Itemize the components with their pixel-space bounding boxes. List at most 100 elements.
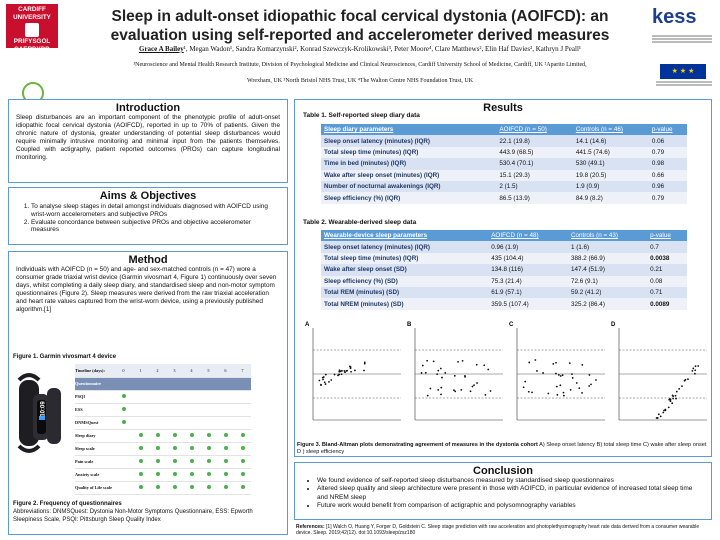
scatter-point	[340, 373, 343, 376]
scatter-point	[349, 367, 352, 370]
table-row: Total REM (minutes) (SD) 61.9 (57.1) 59.2 …	[321, 286, 687, 299]
table-row: Sleep onset latency (minutes) (IQR) 22.1 …	[321, 135, 687, 147]
bland-altman-plot: C	[509, 322, 605, 421]
scatter-point	[460, 389, 463, 391]
questionnaire-name: DNMSQuest	[75, 416, 115, 430]
scatter-point	[453, 389, 455, 392]
scatter-point	[444, 371, 447, 374]
completion-dot	[223, 433, 228, 437]
completion-dot	[155, 485, 160, 489]
scatter-point	[346, 369, 349, 372]
sleep-diary-table: Sleep diary parameters AOIFCD (n = 50) Con…	[321, 124, 687, 204]
scatter-point	[363, 361, 366, 364]
scatter-point	[552, 363, 555, 365]
table-cell: Total sleep time (minutes) (IQR)	[321, 146, 497, 159]
table-row: Sleep efficiency (%) (SD) 75.3 (21.4) 72.6…	[321, 275, 687, 287]
scatter-point	[343, 370, 346, 372]
scatter-point	[338, 369, 341, 372]
figure-2-caption: Figure 2. Frequency of questionnaires	[13, 501, 122, 507]
table-cell: Sleep onset latency (minutes) (IQR)	[321, 135, 497, 147]
scatter-point	[454, 390, 457, 393]
conclusion-item: We found evidence of self-reported sleep…	[317, 477, 701, 485]
table-row: Total NREM (minutes) (SD) 359.5 (107.4) 32…	[321, 298, 687, 310]
aims-section: Aims & Objectives To analyse sleep stage…	[8, 187, 288, 245]
scatter-point	[562, 391, 565, 394]
scatter-point	[323, 381, 326, 384]
crest-icon	[25, 23, 39, 37]
conclusion-section: Conclusion We found evidence of self-rep…	[294, 462, 712, 520]
table-cell: 325.2 (86.4)	[567, 298, 648, 310]
scatter-point	[320, 384, 322, 386]
questionnaire-name: Sleep scale	[75, 442, 115, 456]
garmin-watch-image: 10:09	[13, 370, 69, 456]
table-cell: 72.6 (9.1)	[567, 275, 648, 287]
figure-2-abbreviations: Abbreviations: DNMSQuest: Dystonia Non-M…	[13, 509, 253, 523]
kess-tagline	[652, 34, 712, 44]
table-cell: 441.5 (74.6)	[572, 146, 649, 159]
scatter-point	[487, 368, 490, 371]
scatter-point	[588, 374, 591, 376]
conclusion-heading: Conclusion	[473, 465, 533, 477]
completion-dot	[240, 485, 245, 489]
scatter-point	[581, 392, 583, 394]
plot-letter: A	[305, 322, 310, 328]
table-cell: 86.5 (13.9)	[496, 192, 573, 204]
completion-dot	[121, 420, 126, 424]
scatter-point	[694, 372, 696, 375]
questionnaire-name: PSQI	[75, 390, 115, 404]
table-cell: Number of nocturnal awakenings (IQR)	[321, 180, 497, 193]
plot-letter: B	[407, 322, 412, 328]
scatter-point	[527, 390, 530, 393]
table-row: Number of nocturnal awakenings (IQR) 2 (1…	[321, 180, 687, 193]
scatter-point	[674, 394, 677, 397]
scatter-point	[547, 392, 550, 395]
table-header-cell: Controls (n = 46)	[572, 124, 649, 136]
wearable-data-table: Wearable-device sleep parameters AOIFCD (…	[321, 230, 687, 310]
completion-dot	[172, 472, 177, 476]
references: References: [1] Walch O, Huang Y, Forger…	[296, 524, 700, 537]
scatter-point	[557, 374, 560, 376]
scatter-point	[562, 394, 565, 397]
scatter-point	[324, 373, 327, 376]
aims-list: To analyse sleep stages in detail amongs…	[9, 202, 287, 234]
scatter-point	[675, 390, 678, 393]
scatter-point	[426, 359, 429, 362]
scatter-point	[476, 382, 478, 384]
introduction-section: Introduction Sleep disturbances are an i…	[8, 99, 288, 183]
scatter-point	[675, 397, 677, 400]
method-heading: Method	[128, 254, 168, 266]
completion-dot	[223, 446, 228, 450]
scatter-point	[671, 394, 674, 397]
bland-altman-plots: A B C D	[303, 320, 707, 432]
table-cell: 19.8 (20.5)	[572, 169, 649, 181]
table-cell: 0.96	[648, 180, 687, 193]
plot-letter: D	[611, 322, 616, 328]
completion-dot	[223, 472, 228, 476]
day-label: 0	[115, 364, 132, 378]
table-cell: 443.9 (68.5)	[496, 146, 573, 159]
scatter-point	[681, 385, 683, 388]
scatter-point	[461, 359, 464, 362]
day-label: 3	[166, 364, 183, 378]
scatter-point	[659, 415, 662, 418]
scatter-point	[439, 367, 442, 370]
timeline-label: Timeline (days):	[75, 364, 115, 378]
scatter-point	[542, 372, 544, 374]
scatter-point	[429, 387, 432, 390]
completion-dot	[138, 459, 143, 463]
results-heading: Results	[483, 102, 523, 114]
table-cell: Sleep efficiency (%) (IQR)	[321, 192, 497, 204]
completion-dot	[206, 485, 211, 489]
conclusion-item: Altered sleep quality and sleep architec…	[317, 485, 701, 502]
table-row: Total sleep time (minutes) (IQR) 443.9 (6…	[321, 146, 687, 159]
scatter-point	[595, 379, 597, 381]
completion-dot	[189, 472, 194, 476]
table-cell: 59.2 (41.2)	[567, 286, 648, 299]
table-header-cell: Wearable-device sleep parameters	[321, 230, 489, 242]
table-header-cell: AOIFCD (n = 50)	[496, 124, 573, 136]
table-cell: 359.5 (107.4)	[488, 298, 568, 310]
scatter-point	[522, 386, 525, 389]
table-cell: 530.4 (70.1)	[496, 158, 573, 170]
questionnaire-row: Anxiety scale	[75, 468, 251, 482]
scatter-point	[524, 380, 527, 383]
